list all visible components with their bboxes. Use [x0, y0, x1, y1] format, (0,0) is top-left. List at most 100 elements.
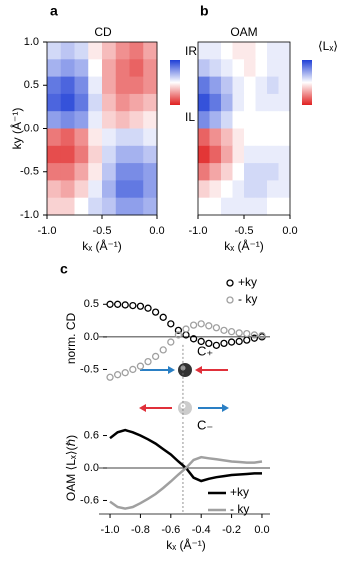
heatmap-cell — [143, 197, 158, 216]
heatmap-cell — [47, 145, 62, 164]
heatmap-cell — [278, 197, 291, 216]
data-point — [243, 336, 251, 344]
x-axis-label: kₓ (Å⁻¹) — [224, 238, 264, 253]
heatmap-cell — [278, 93, 291, 112]
y-tick-label: 0.5 — [84, 298, 99, 310]
data-point — [235, 337, 243, 346]
heatmap-cell — [244, 163, 256, 181]
heatmap-cell — [278, 111, 291, 129]
y-tick-label: -0.5 — [20, 166, 39, 178]
heatmap-cell — [267, 128, 279, 147]
colorbar-label: IL — [185, 110, 195, 124]
heatmap-cell — [221, 197, 233, 216]
arrow-head — [195, 366, 202, 374]
heatmap-cell — [143, 145, 158, 164]
heatmap-cell — [221, 180, 233, 199]
heatmap-cell — [255, 111, 268, 129]
data-line — [109, 455, 263, 510]
heatmap-cell — [244, 42, 256, 60]
heatmap-cell — [267, 59, 279, 78]
legend-label: - ky — [230, 502, 249, 516]
heatmap-cell — [129, 180, 144, 199]
heatmap-cell — [102, 76, 117, 95]
heatmap-cell — [255, 145, 268, 164]
heatmap-cell — [88, 145, 103, 164]
heatmap-cell — [198, 59, 210, 78]
heatmap-cell — [255, 76, 268, 95]
heatmap-cell — [129, 42, 144, 60]
heatmap-cell — [232, 42, 245, 60]
heatmap-cell — [278, 163, 291, 181]
heatmap-cell — [255, 59, 268, 78]
heatmap-cell — [221, 42, 233, 60]
heatmap-cell — [129, 59, 144, 78]
colorbar-label: ⟨Lₓ⟩ — [318, 39, 338, 53]
heatmap-cell — [129, 197, 144, 216]
heatmap-cell — [74, 93, 89, 112]
y-tick-label: -0.6 — [80, 494, 99, 506]
colorbar-label: IR — [185, 44, 197, 58]
y-tick-label: 0.0 — [24, 122, 39, 134]
data-point — [243, 329, 251, 338]
data-point — [220, 326, 228, 335]
heatmap-cell — [267, 42, 279, 60]
heatmap-cell — [88, 163, 103, 181]
y-tick-label: 0.0 — [84, 331, 99, 343]
heatmap-cell — [143, 42, 158, 60]
heatmap-cell — [221, 111, 233, 129]
heatmap-cell — [60, 42, 75, 60]
heatmap-cell — [47, 76, 62, 95]
heatmap-cell — [278, 145, 291, 164]
heatmap-cell — [88, 93, 103, 112]
heatmap-cell — [129, 76, 144, 95]
heatmap-cell — [267, 163, 279, 181]
heatmap-cell — [60, 111, 75, 129]
heatmap-cell — [244, 76, 256, 95]
heatmap-cell — [209, 42, 222, 60]
y-axis-label: ky (Å⁻¹) — [9, 108, 24, 150]
heatmap-cell — [60, 93, 75, 112]
heatmap-cell — [143, 180, 158, 199]
heatmap-cell — [244, 180, 256, 199]
heatmap-cell — [60, 59, 75, 78]
heatmap-cell — [129, 93, 144, 112]
heatmap-cell — [232, 163, 245, 181]
arrow-head — [139, 404, 146, 412]
heatmap-cell — [60, 145, 75, 164]
heatmap-cell — [267, 180, 279, 199]
data-point — [182, 325, 190, 333]
y-tick-label: 1.0 — [24, 36, 39, 48]
x-axis-label: kₓ (Å⁻¹) — [166, 537, 206, 552]
heatmap-cell — [88, 76, 103, 95]
heatmap-cell — [244, 111, 256, 129]
heatmap-cell — [244, 145, 256, 164]
data-line — [109, 428, 262, 483]
heatmap-cell — [47, 59, 62, 78]
heatmap-cell — [102, 163, 117, 181]
data-point — [106, 373, 114, 381]
colorbar — [170, 60, 180, 105]
heatmap-cell — [278, 180, 291, 199]
heatmap-cell — [74, 76, 89, 95]
heatmap-cell — [244, 128, 256, 147]
heatmap-cell — [278, 42, 291, 60]
heatmap-cell — [74, 145, 89, 164]
heatmap-cell — [60, 128, 75, 147]
heatmap-cell — [115, 197, 130, 216]
data-point — [189, 335, 198, 343]
x-tick-label: -1.0 — [101, 524, 120, 536]
heatmap-cell — [198, 128, 210, 147]
x-tick-label: -1.0 — [189, 225, 208, 237]
x-tick-label: 0.0 — [149, 225, 164, 237]
heatmap-cell — [232, 197, 245, 216]
heatmap-cell — [47, 128, 62, 147]
heatmap-cell — [267, 93, 279, 112]
data-point — [197, 337, 205, 346]
heatmap-cell — [129, 145, 144, 164]
heatmap-cell — [198, 76, 210, 95]
heatmap-cell — [115, 93, 130, 112]
heatmap-cell — [60, 180, 75, 199]
heatmap-cell — [88, 128, 103, 147]
heatmap-cell — [88, 180, 103, 199]
